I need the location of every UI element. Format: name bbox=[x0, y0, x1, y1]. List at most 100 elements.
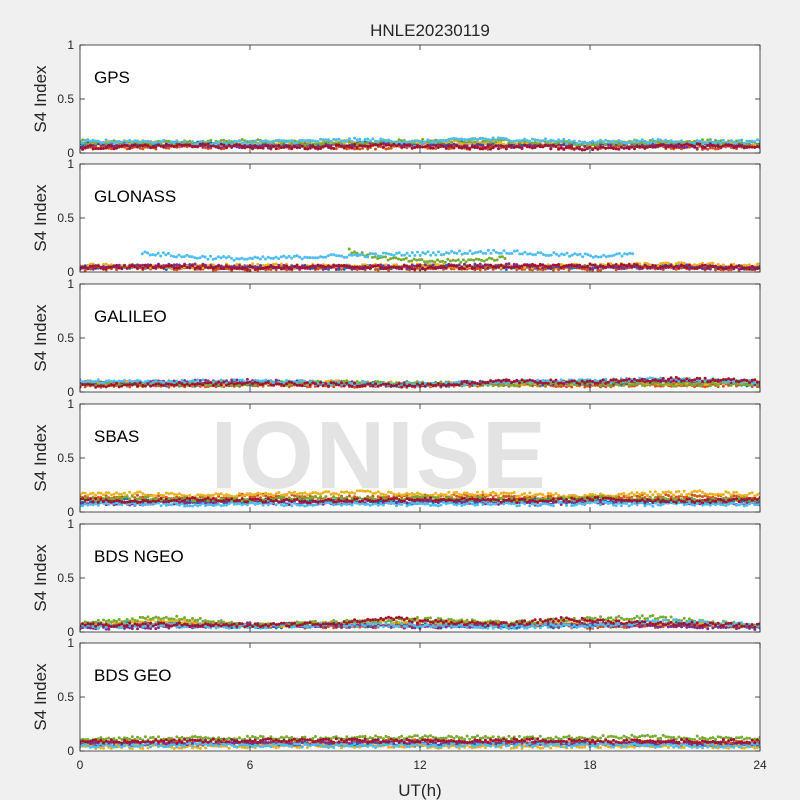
data-point bbox=[81, 147, 85, 151]
data-point bbox=[721, 144, 725, 148]
data-point bbox=[664, 266, 668, 270]
data-point bbox=[560, 252, 564, 256]
data-point bbox=[361, 140, 364, 144]
data-point bbox=[177, 383, 181, 387]
data-point bbox=[405, 379, 409, 383]
data-point bbox=[520, 267, 524, 271]
data-point bbox=[425, 260, 429, 264]
data-point bbox=[277, 144, 281, 148]
data-point bbox=[617, 142, 621, 146]
data-point bbox=[130, 380, 134, 384]
data-point bbox=[446, 257, 450, 261]
data-point bbox=[748, 267, 751, 271]
data-point bbox=[222, 267, 226, 271]
data-point bbox=[86, 138, 90, 142]
data-point bbox=[669, 383, 673, 386]
data-point bbox=[133, 265, 137, 269]
data-point bbox=[350, 143, 354, 146]
data-point bbox=[206, 140, 210, 144]
data-point bbox=[716, 384, 720, 387]
data-point bbox=[389, 139, 393, 143]
data-point bbox=[520, 147, 524, 150]
data-point bbox=[517, 266, 521, 270]
data-point bbox=[266, 255, 270, 259]
data-point bbox=[130, 143, 134, 147]
data-point bbox=[151, 380, 155, 384]
data-point bbox=[591, 267, 595, 271]
data-point bbox=[185, 140, 189, 144]
data-point bbox=[206, 266, 210, 270]
y-tick-label: 0.5 bbox=[57, 211, 74, 225]
data-point bbox=[392, 253, 396, 257]
y-tick-label: 1 bbox=[67, 157, 74, 171]
data-point bbox=[324, 138, 328, 142]
data-point bbox=[167, 385, 171, 389]
data-point bbox=[502, 266, 506, 270]
data-point bbox=[656, 138, 660, 141]
data-point bbox=[693, 263, 697, 267]
data-point bbox=[277, 263, 281, 267]
data-point bbox=[138, 264, 142, 268]
data-point bbox=[565, 141, 568, 145]
data-point bbox=[355, 382, 359, 386]
data-point bbox=[361, 144, 364, 148]
data-point bbox=[499, 251, 503, 255]
data-point bbox=[659, 267, 663, 271]
data-point bbox=[727, 383, 731, 387]
data-point bbox=[279, 146, 283, 150]
data-point bbox=[232, 384, 236, 388]
data-point bbox=[510, 252, 514, 255]
data-point bbox=[661, 383, 665, 387]
data-point bbox=[476, 138, 479, 142]
data-point bbox=[729, 383, 733, 387]
data-point bbox=[86, 267, 90, 271]
data-point bbox=[729, 264, 733, 268]
data-point bbox=[677, 142, 681, 146]
data-point bbox=[86, 264, 90, 268]
data-point bbox=[154, 266, 158, 270]
data-point bbox=[690, 383, 694, 387]
data-point bbox=[232, 266, 236, 270]
data-point bbox=[408, 254, 412, 258]
data-point bbox=[565, 251, 569, 255]
data-point bbox=[680, 264, 683, 268]
data-point bbox=[473, 251, 477, 255]
data-point bbox=[230, 256, 233, 260]
data-point bbox=[238, 378, 241, 382]
data-point bbox=[371, 137, 375, 141]
data-point bbox=[468, 137, 472, 141]
data-point bbox=[240, 256, 244, 260]
data-point bbox=[609, 262, 613, 266]
data-point bbox=[120, 140, 124, 144]
data-point bbox=[567, 138, 571, 142]
data-point bbox=[172, 141, 176, 145]
data-point bbox=[384, 267, 388, 271]
data-point bbox=[515, 139, 519, 143]
data-point bbox=[690, 143, 694, 147]
data-point bbox=[175, 379, 179, 383]
data-point bbox=[177, 143, 181, 146]
data-point bbox=[188, 266, 192, 270]
data-point bbox=[86, 141, 90, 145]
data-point bbox=[211, 380, 215, 384]
data-point bbox=[470, 145, 474, 149]
data-point bbox=[491, 384, 495, 388]
data-point bbox=[293, 141, 296, 145]
y-axis-label: S4 Index bbox=[31, 184, 50, 252]
data-point bbox=[387, 264, 391, 268]
data-point bbox=[104, 262, 108, 266]
data-point bbox=[287, 385, 291, 389]
data-point bbox=[745, 145, 749, 149]
data-point bbox=[588, 262, 592, 266]
data-point bbox=[698, 142, 702, 146]
data-point bbox=[256, 256, 260, 260]
data-point bbox=[538, 384, 542, 388]
data-point bbox=[379, 263, 383, 267]
data-point bbox=[300, 138, 304, 142]
data-point bbox=[651, 381, 655, 385]
data-point bbox=[596, 265, 600, 269]
data-point bbox=[612, 264, 615, 268]
data-point bbox=[316, 144, 320, 148]
data-point bbox=[206, 142, 210, 146]
data-point bbox=[143, 143, 147, 147]
